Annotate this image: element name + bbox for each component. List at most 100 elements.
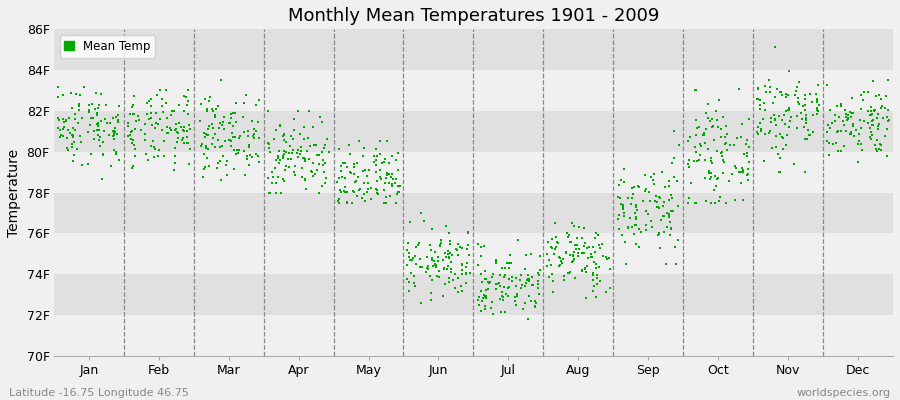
Point [442, 279, 456, 286]
Point [822, 152, 836, 158]
Point [300, 148, 314, 154]
Point [638, 188, 652, 194]
Point [790, 112, 805, 119]
Point [297, 136, 311, 142]
Point [602, 266, 616, 272]
Point [516, 306, 530, 312]
Point [109, 151, 123, 157]
Point [214, 77, 229, 84]
Point [194, 118, 208, 125]
Point [339, 189, 354, 196]
Point [73, 92, 87, 98]
Point [148, 110, 163, 116]
Point [65, 105, 79, 112]
Point [838, 106, 852, 113]
Point [236, 114, 250, 120]
Point [568, 275, 582, 282]
Point [865, 110, 879, 117]
Point [140, 100, 155, 107]
Point [265, 180, 279, 186]
Point [67, 152, 81, 158]
Point [602, 255, 616, 262]
Point [450, 247, 464, 253]
Point [88, 105, 103, 112]
Point [500, 293, 515, 300]
Point [514, 272, 528, 278]
Point [617, 239, 632, 245]
Point [282, 164, 296, 170]
Point [297, 176, 311, 183]
Point [261, 108, 275, 114]
Point [220, 158, 234, 164]
Point [475, 279, 490, 285]
Point [278, 149, 293, 156]
Point [287, 168, 302, 175]
Point [68, 111, 82, 117]
Point [228, 134, 242, 140]
Point [791, 99, 806, 106]
Point [780, 92, 795, 98]
Point [843, 131, 858, 137]
Point [212, 103, 226, 110]
Point [550, 239, 564, 245]
Point [66, 125, 80, 131]
Point [596, 253, 610, 260]
Point [296, 155, 310, 162]
Point [81, 109, 95, 115]
Point [769, 133, 783, 139]
Point [874, 147, 888, 153]
Point [160, 124, 175, 130]
Point [340, 164, 355, 170]
Point [740, 137, 754, 143]
Point [261, 140, 275, 146]
Point [571, 250, 585, 256]
Point [211, 137, 225, 143]
Point [525, 282, 539, 288]
Point [434, 239, 448, 246]
Point [65, 132, 79, 138]
Point [312, 189, 327, 196]
Point [664, 195, 679, 201]
Point [271, 154, 285, 161]
Point [273, 157, 287, 164]
Point [585, 272, 599, 278]
Point [441, 248, 455, 254]
Point [441, 262, 455, 269]
Point [742, 171, 756, 177]
Point [92, 126, 106, 133]
Point [802, 132, 816, 138]
Point [159, 100, 174, 106]
Point [315, 149, 329, 155]
Point [496, 294, 510, 300]
Point [583, 250, 598, 257]
Point [729, 164, 743, 171]
Point [90, 120, 104, 127]
Point [615, 232, 629, 238]
Point [776, 146, 790, 152]
Point [281, 156, 295, 162]
Point [722, 178, 736, 184]
Point [624, 201, 638, 207]
Point [623, 215, 637, 221]
Point [768, 93, 782, 100]
Point [775, 92, 789, 98]
Point [129, 118, 143, 124]
Point [86, 136, 101, 143]
Point [579, 268, 593, 275]
Point [708, 183, 723, 189]
Point [181, 98, 195, 104]
Point [237, 129, 251, 136]
Point [421, 266, 436, 272]
Point [588, 235, 602, 241]
Point [370, 152, 384, 159]
Point [556, 256, 571, 263]
Point [182, 122, 196, 128]
Point [794, 110, 808, 116]
Point [168, 153, 183, 159]
Point [379, 194, 393, 200]
Point [810, 99, 824, 106]
Point [616, 210, 631, 216]
Point [753, 105, 768, 112]
Point [508, 294, 522, 300]
Point [358, 198, 373, 204]
